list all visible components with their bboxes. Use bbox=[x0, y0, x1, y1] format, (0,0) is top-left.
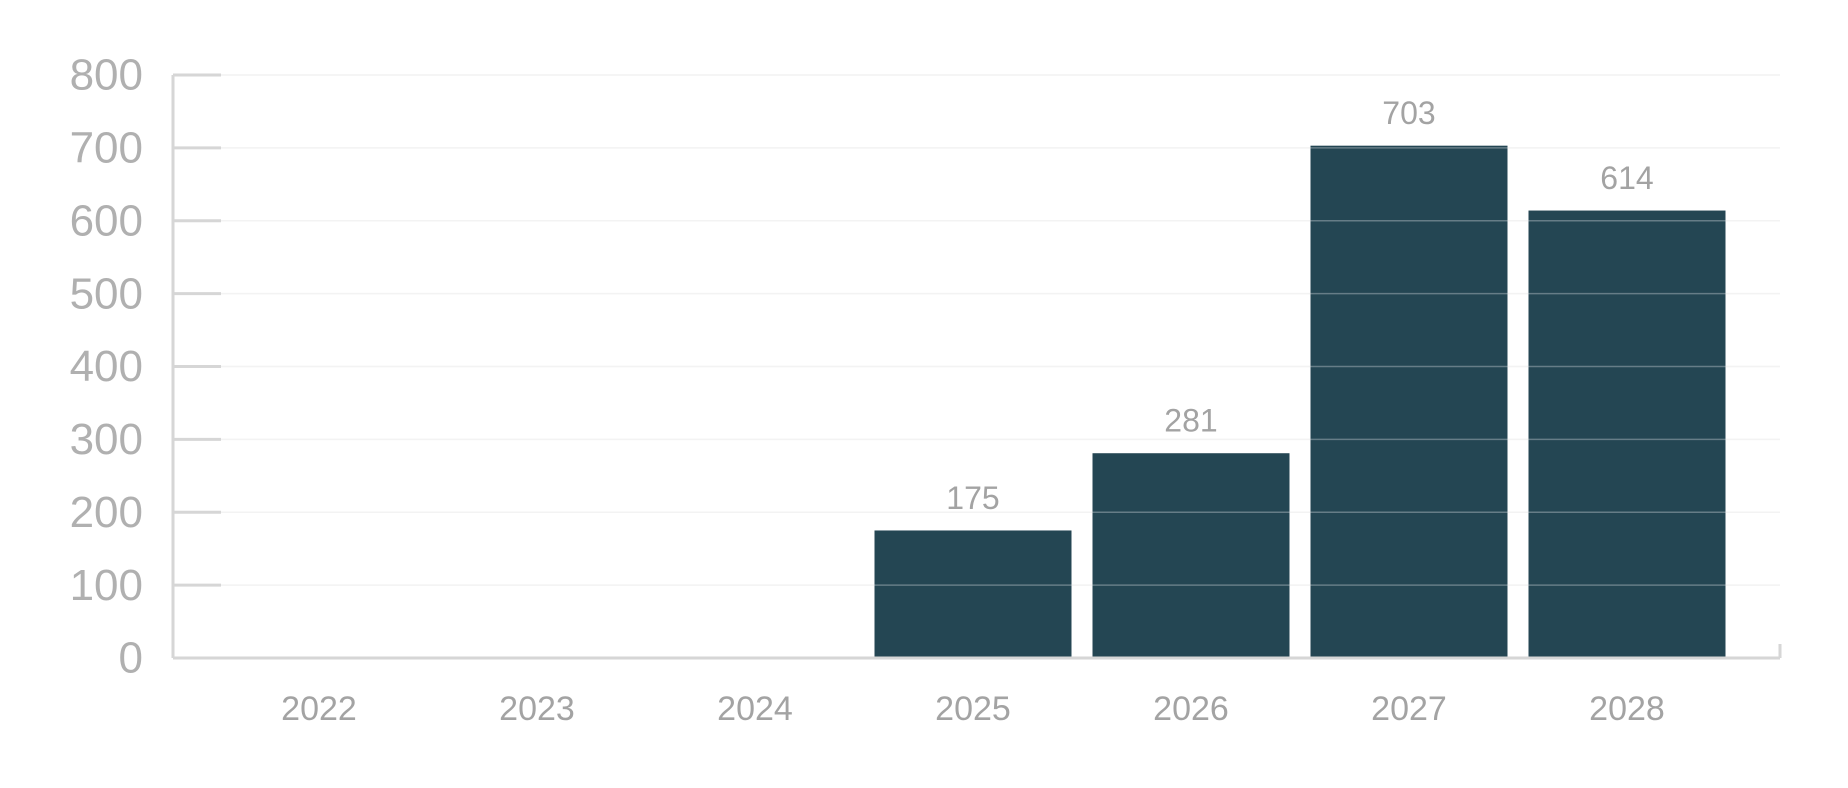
x-tick-label: 2028 bbox=[1589, 690, 1665, 728]
bar bbox=[1528, 210, 1726, 659]
y-tick-label: 500 bbox=[70, 269, 143, 318]
bar bbox=[1310, 145, 1508, 659]
value-label: 614 bbox=[1600, 160, 1653, 196]
y-tick-label: 400 bbox=[70, 342, 143, 391]
y-tick-label: 600 bbox=[70, 196, 143, 245]
x-tick-label: 2026 bbox=[1153, 690, 1229, 728]
value-label: 703 bbox=[1382, 95, 1435, 131]
x-tick-label: 2027 bbox=[1371, 690, 1447, 728]
x-tick-label: 2024 bbox=[717, 690, 793, 728]
y-tick-label: 700 bbox=[70, 124, 143, 173]
y-tick-label: 300 bbox=[70, 415, 143, 464]
x-tick-label: 2025 bbox=[935, 690, 1011, 728]
y-tick-label: 200 bbox=[70, 488, 143, 537]
x-tick-label: 2022 bbox=[281, 690, 357, 728]
x-tick-label: 2023 bbox=[499, 690, 575, 728]
bar bbox=[874, 530, 1072, 658]
y-tick-label: 0 bbox=[119, 634, 143, 683]
value-label: 281 bbox=[1164, 403, 1217, 439]
y-tick-label: 800 bbox=[70, 51, 143, 100]
bar bbox=[1092, 453, 1290, 658]
value-label: 175 bbox=[946, 480, 999, 516]
y-tick-label: 100 bbox=[70, 561, 143, 610]
